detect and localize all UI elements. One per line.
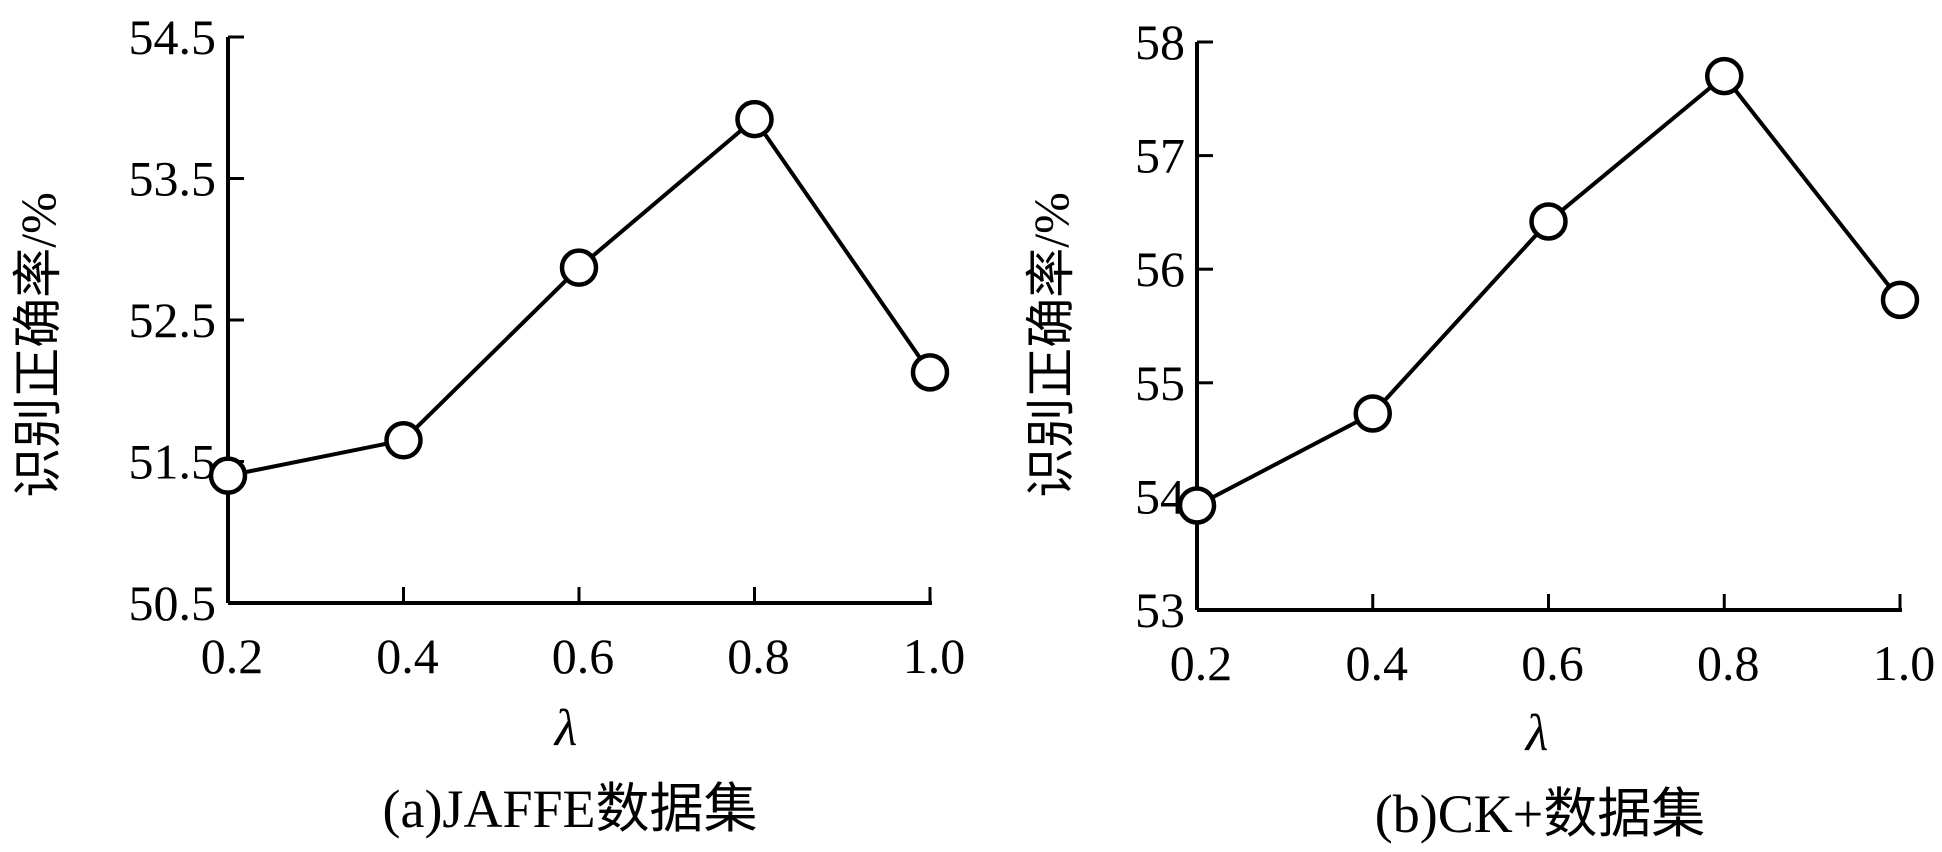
x-axis-title: λ bbox=[1524, 705, 1549, 762]
x-tick-label: 0.2 bbox=[1170, 635, 1233, 691]
y-tick-label: 54.5 bbox=[129, 9, 217, 65]
chart-jaffe: 50.5 51.5 52.5 53.5 54.5 0.2 0.4 0.6 0.8 1.0 识别正确率… bbox=[10, 9, 965, 839]
data-point bbox=[559, 248, 599, 287]
chart-ck-plus: 53 54 55 56 57 58 0.2 0.4 0.6 0.8 1.0 识别正确率/% λ (b)CK… bbox=[1023, 14, 1935, 844]
y-tick-label: 53 bbox=[1135, 582, 1185, 638]
series-line bbox=[1196, 73, 1902, 508]
series-line bbox=[227, 116, 932, 478]
x-tick-label: 0.6 bbox=[552, 628, 615, 684]
data-point bbox=[1705, 56, 1744, 96]
y-axis-title: 识别正确率/% bbox=[10, 192, 66, 498]
chart-caption: (a)JAFFE数据集 bbox=[383, 779, 758, 839]
data-point bbox=[384, 421, 423, 460]
data-point bbox=[910, 353, 950, 392]
data-point bbox=[735, 99, 774, 139]
x-tick-label: 1.0 bbox=[903, 628, 966, 684]
y-tick-label: 58 bbox=[1135, 14, 1185, 70]
y-tick-label: 51.5 bbox=[129, 434, 217, 490]
y-tick-label: 50.5 bbox=[129, 575, 217, 631]
y-axis-title: 识别正确率/% bbox=[1023, 192, 1079, 498]
x-tick-label: 1.0 bbox=[1873, 635, 1936, 691]
y-tick-label: 56 bbox=[1135, 241, 1185, 297]
x-tick-label: 0.6 bbox=[1521, 635, 1584, 691]
data-point bbox=[208, 456, 248, 495]
y-tick-label: 55 bbox=[1135, 355, 1185, 411]
x-tick-label: 0.4 bbox=[376, 628, 439, 684]
y-tick-label: 57 bbox=[1135, 128, 1185, 184]
y-tick-label: 52.5 bbox=[129, 292, 217, 348]
chart-caption: (b)CK+数据集 bbox=[1375, 784, 1705, 844]
x-axis-title: λ bbox=[553, 700, 578, 757]
y-tick-label: 54 bbox=[1135, 468, 1185, 524]
data-point bbox=[1177, 486, 1217, 525]
x-tick-label: 0.2 bbox=[201, 628, 264, 684]
data-point bbox=[1529, 202, 1568, 241]
x-tick-label: 0.4 bbox=[1346, 635, 1409, 691]
data-point bbox=[1353, 394, 1392, 433]
y-tick-label: 53.5 bbox=[129, 151, 217, 207]
data-point bbox=[1880, 280, 1920, 320]
x-tick-label: 0.8 bbox=[1697, 635, 1760, 691]
x-tick-label: 0.8 bbox=[727, 628, 790, 684]
